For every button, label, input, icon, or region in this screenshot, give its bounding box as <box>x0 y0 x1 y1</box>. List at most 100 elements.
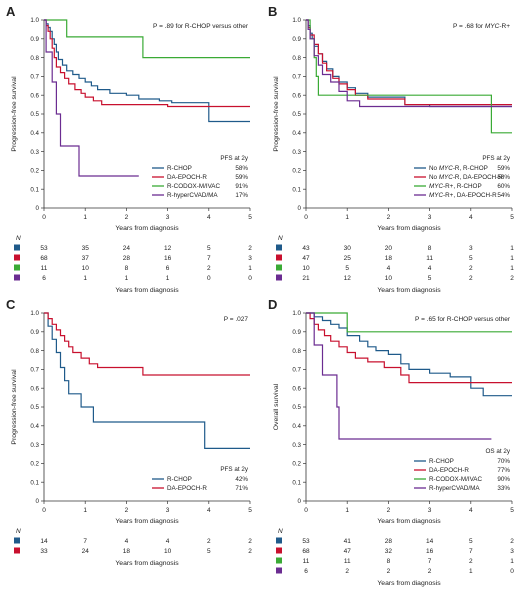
y-tick-label: 1.0 <box>30 17 39 24</box>
risk-count: 20 <box>385 245 393 252</box>
risk-count: 2 <box>207 538 211 545</box>
risk-table-header: N <box>278 235 283 242</box>
risk-count: 35 <box>82 245 90 252</box>
y-tick-label: 0.5 <box>30 111 39 118</box>
legend-label: R-CHOP <box>429 458 454 465</box>
legend-stat: 17% <box>235 192 248 199</box>
risk-count: 12 <box>164 245 172 252</box>
risk-count: 5 <box>345 265 349 272</box>
km-curve-2 <box>306 19 512 106</box>
y-tick-label: 0.6 <box>30 385 39 392</box>
legend-label: No MYC-R, R-CHOP <box>429 165 488 172</box>
risk-row-marker <box>276 537 282 544</box>
risk-count: 14 <box>40 538 48 545</box>
y-axis-label: Overall survival <box>273 383 280 430</box>
risk-count: 53 <box>40 245 48 252</box>
legend-stat: 42% <box>235 476 248 483</box>
y-tick-label: 0.4 <box>30 423 39 430</box>
y-tick-label: 0.6 <box>30 92 39 99</box>
y-tick-label: 0.8 <box>292 55 301 62</box>
panel-c: C 0 0.1 0.2 0.3 0.4 0.5 0.6 0.7 0.8 0.9 1.0 0 1 2 3 4 5 Ye… <box>6 297 252 567</box>
x-tick-label: 3 <box>428 507 432 514</box>
legend-label: R-CODOX-M/IVAC <box>429 476 483 483</box>
x-tick-label: 4 <box>207 214 211 221</box>
panel-letter: C <box>6 297 16 312</box>
km-curve-2 <box>306 312 512 384</box>
y-tick-label: 0 <box>298 498 302 505</box>
y-axis-label: Progression-free survival <box>273 76 280 152</box>
risk-count: 5 <box>469 538 473 545</box>
risk-row-marker <box>276 547 282 554</box>
y-tick-label: 0.9 <box>30 329 39 336</box>
risk-count: 8 <box>387 558 391 565</box>
risk-row-marker <box>276 557 282 564</box>
risk-count: 47 <box>344 548 352 555</box>
risk-count: 2 <box>469 275 473 282</box>
risk-count: 8 <box>428 245 432 252</box>
risk-count: 47 <box>302 255 310 262</box>
x-tick-label: 1 <box>83 214 87 221</box>
legend-label: DA-EPOCH-R <box>167 485 207 492</box>
risk-row-marker <box>276 244 282 251</box>
risk-count: 1 <box>125 275 129 282</box>
risk-count: 28 <box>123 255 131 262</box>
y-tick-label: 0.3 <box>292 149 301 156</box>
y-tick-label: 0.1 <box>30 186 39 193</box>
y-tick-label: 0.6 <box>292 385 301 392</box>
y-tick-label: 0.2 <box>292 461 301 468</box>
risk-count: 7 <box>469 548 473 555</box>
risk-count: 33 <box>40 548 48 555</box>
risk-count: 16 <box>426 548 434 555</box>
risk-table-xlabel: Years from diagnosis <box>115 560 179 567</box>
risk-count: 53 <box>302 538 310 545</box>
y-tick-label: 0.3 <box>30 149 39 156</box>
x-tick-label: 3 <box>428 214 432 221</box>
x-axis-label: Years from diagnosis <box>115 225 179 232</box>
y-tick-label: 0.7 <box>292 74 301 81</box>
y-tick-label: 0 <box>36 498 40 505</box>
legend-label: MYC-R+, R-CHOP <box>429 183 482 190</box>
x-tick-label: 3 <box>166 214 170 221</box>
y-axis-label: Progression-free survival <box>11 76 18 152</box>
x-tick-label: 4 <box>469 507 473 514</box>
legend-stat: 71% <box>235 485 248 492</box>
risk-count: 4 <box>166 538 170 545</box>
risk-count: 1 <box>510 558 514 565</box>
km-curve-1 <box>306 19 512 108</box>
panel-a: A00.10.20.30.40.50.60.70.80.91.00 1 2 3 4 5Ye… <box>6 4 252 294</box>
risk-count: 10 <box>385 275 393 282</box>
risk-table-header: N <box>16 235 21 242</box>
risk-count: 4 <box>387 265 391 272</box>
risk-count: 37 <box>82 255 90 262</box>
risk-count: 5 <box>207 245 211 252</box>
risk-count: 10 <box>82 265 90 272</box>
km-curve-2 <box>44 312 250 376</box>
y-tick-label: 0.4 <box>30 130 39 137</box>
risk-table-xlabel: Years from diagnosis <box>377 287 441 294</box>
km-curve-2 <box>44 19 250 108</box>
risk-count: 11 <box>303 558 310 565</box>
x-tick-label: 5 <box>510 507 514 514</box>
legend-stat: 58% <box>235 165 248 172</box>
risk-count: 5 <box>469 255 473 262</box>
x-tick-label: 0 <box>304 507 308 514</box>
risk-count: 1 <box>510 245 514 252</box>
legend-title: OS at 2y <box>486 448 511 455</box>
risk-count: 2 <box>248 538 252 545</box>
y-tick-label: 0.5 <box>292 404 301 411</box>
risk-table-header: N <box>16 528 21 535</box>
legend-stat: 58% <box>497 174 510 181</box>
risk-row-marker <box>14 274 20 281</box>
risk-count: 21 <box>302 275 310 282</box>
risk-count: 0 <box>248 275 252 282</box>
x-tick-label: 0 <box>304 214 308 221</box>
y-tick-label: 0.1 <box>30 479 39 486</box>
legend-stat: 54% <box>497 192 510 199</box>
risk-row-marker <box>14 244 20 251</box>
risk-count: 10 <box>302 265 310 272</box>
y-tick-label: 0.8 <box>30 55 39 62</box>
risk-count: 11 <box>426 255 433 262</box>
p-value-annotation: P = .68 for MYC-R+ <box>453 23 510 30</box>
x-tick-label: 2 <box>125 214 129 221</box>
